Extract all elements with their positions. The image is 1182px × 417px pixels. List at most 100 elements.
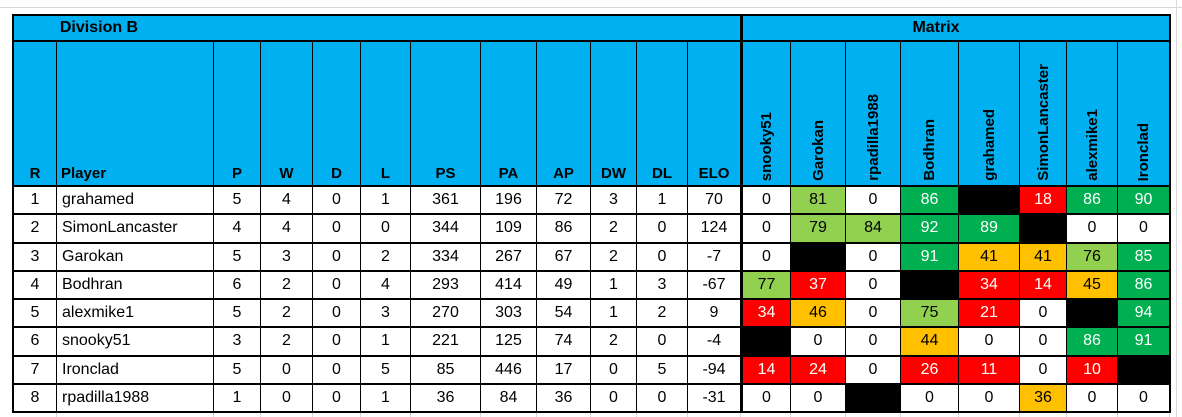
- cell-ps[interactable]: 293: [411, 271, 480, 298]
- col-header-elo[interactable]: ELO: [688, 42, 740, 185]
- cell-w[interactable]: 0: [261, 384, 312, 411]
- cell-w[interactable]: 4: [261, 187, 312, 214]
- cell-pa[interactable]: 303: [481, 300, 536, 327]
- cell-ap[interactable]: 72: [537, 187, 590, 214]
- matrix-cell[interactable]: 0: [846, 356, 900, 383]
- matrix-col-header-ironclad[interactable]: Ironclad: [1118, 42, 1169, 185]
- cell-w[interactable]: 3: [261, 243, 312, 270]
- matrix-cell[interactable]: 18: [1020, 187, 1066, 214]
- matrix-cell[interactable]: 94: [1118, 300, 1169, 327]
- matrix-cell[interactable]: 24: [791, 356, 845, 383]
- matrix-cell[interactable]: 0: [901, 384, 958, 411]
- matrix-cell[interactable]: 45: [1067, 271, 1117, 298]
- cell-player[interactable]: rpadilla1988: [57, 384, 213, 411]
- matrix-cell[interactable]: 92: [901, 215, 958, 242]
- cell-dl[interactable]: 0: [637, 384, 687, 411]
- cell-ps[interactable]: 270: [411, 300, 480, 327]
- cell-pa[interactable]: 125: [481, 328, 536, 355]
- cell-p[interactable]: 5: [214, 187, 260, 214]
- cell-elo[interactable]: -94: [688, 356, 740, 383]
- cell-l[interactable]: 0: [361, 215, 410, 242]
- cell-player[interactable]: Bodhran: [57, 271, 213, 298]
- col-header-w[interactable]: W: [261, 42, 312, 185]
- cell-l[interactable]: 4: [361, 271, 410, 298]
- matrix-cell[interactable]: 11: [959, 356, 1019, 383]
- matrix-cell[interactable]: 0: [846, 300, 900, 327]
- cell-dl[interactable]: 3: [637, 271, 687, 298]
- cell-d[interactable]: 0: [313, 328, 360, 355]
- cell-pa[interactable]: 267: [481, 243, 536, 270]
- cell-dw[interactable]: 2: [591, 215, 636, 242]
- cell-dw[interactable]: 0: [591, 384, 636, 411]
- cell-elo[interactable]: -31: [688, 384, 740, 411]
- matrix-cell[interactable]: 14: [741, 356, 790, 383]
- col-header-l[interactable]: L: [361, 42, 410, 185]
- cell-d[interactable]: 0: [313, 384, 360, 411]
- matrix-cell[interactable]: 41: [959, 243, 1019, 270]
- matrix-cell[interactable]: 77: [741, 271, 790, 298]
- cell-r[interactable]: 1: [14, 187, 56, 214]
- cell-pa[interactable]: 414: [481, 271, 536, 298]
- cell-w[interactable]: 4: [261, 215, 312, 242]
- cell-dw[interactable]: 1: [591, 300, 636, 327]
- matrix-cell[interactable]: 75: [901, 300, 958, 327]
- cell-p[interactable]: 5: [214, 243, 260, 270]
- matrix-cell[interactable]: 0: [959, 384, 1019, 411]
- col-header-r[interactable]: R: [14, 42, 56, 185]
- matrix-cell[interactable]: [901, 271, 958, 298]
- matrix-cell[interactable]: 0: [741, 243, 790, 270]
- cell-dw[interactable]: 2: [591, 243, 636, 270]
- cell-dl[interactable]: 0: [637, 328, 687, 355]
- matrix-cell[interactable]: 0: [846, 243, 900, 270]
- cell-elo[interactable]: -67: [688, 271, 740, 298]
- matrix-cell[interactable]: 14: [1020, 271, 1066, 298]
- matrix-cell[interactable]: 79: [791, 215, 845, 242]
- cell-player[interactable]: Garokan: [57, 243, 213, 270]
- cell-p[interactable]: 6: [214, 271, 260, 298]
- col-header-pa[interactable]: PA: [481, 42, 536, 185]
- cell-r[interactable]: 7: [14, 356, 56, 383]
- matrix-cell[interactable]: 86: [1067, 187, 1117, 214]
- division-header-cell[interactable]: Division B: [14, 16, 740, 40]
- matrix-cell[interactable]: 0: [1020, 356, 1066, 383]
- cell-player[interactable]: SimonLancaster: [57, 215, 213, 242]
- cell-w[interactable]: 2: [261, 271, 312, 298]
- cell-ap[interactable]: 54: [537, 300, 590, 327]
- cell-r[interactable]: 5: [14, 300, 56, 327]
- matrix-col-header-rpadilla1988[interactable]: rpadilla1988: [846, 42, 900, 185]
- cell-ps[interactable]: 334: [411, 243, 480, 270]
- cell-ap[interactable]: 74: [537, 328, 590, 355]
- matrix-cell[interactable]: [846, 384, 900, 411]
- cell-elo[interactable]: -7: [688, 243, 740, 270]
- matrix-cell[interactable]: 85: [1118, 243, 1169, 270]
- matrix-cell[interactable]: 0: [1020, 328, 1066, 355]
- cell-dl[interactable]: 5: [637, 356, 687, 383]
- matrix-cell[interactable]: 36: [1020, 384, 1066, 411]
- cell-r[interactable]: 8: [14, 384, 56, 411]
- matrix-cell[interactable]: 26: [901, 356, 958, 383]
- matrix-cell[interactable]: 76: [1067, 243, 1117, 270]
- matrix-cell[interactable]: 10: [1067, 356, 1117, 383]
- cell-p[interactable]: 4: [214, 215, 260, 242]
- matrix-cell[interactable]: 86: [1067, 328, 1117, 355]
- matrix-cell[interactable]: 84: [846, 215, 900, 242]
- col-header-p[interactable]: P: [214, 42, 260, 185]
- matrix-cell[interactable]: 0: [846, 328, 900, 355]
- cell-pa[interactable]: 84: [481, 384, 536, 411]
- cell-d[interactable]: 0: [313, 187, 360, 214]
- cell-dl[interactable]: 0: [637, 243, 687, 270]
- matrix-cell[interactable]: 44: [901, 328, 958, 355]
- cell-pa[interactable]: 196: [481, 187, 536, 214]
- matrix-cell[interactable]: [741, 328, 790, 355]
- col-header-dw[interactable]: DW: [591, 42, 636, 185]
- cell-w[interactable]: 0: [261, 356, 312, 383]
- matrix-cell[interactable]: 46: [791, 300, 845, 327]
- cell-r[interactable]: 6: [14, 328, 56, 355]
- matrix-cell[interactable]: [1067, 300, 1117, 327]
- cell-dl[interactable]: 2: [637, 300, 687, 327]
- cell-r[interactable]: 3: [14, 243, 56, 270]
- cell-dw[interactable]: 0: [591, 356, 636, 383]
- matrix-cell[interactable]: 0: [1020, 300, 1066, 327]
- cell-d[interactable]: 0: [313, 271, 360, 298]
- matrix-cell[interactable]: 0: [1118, 384, 1169, 411]
